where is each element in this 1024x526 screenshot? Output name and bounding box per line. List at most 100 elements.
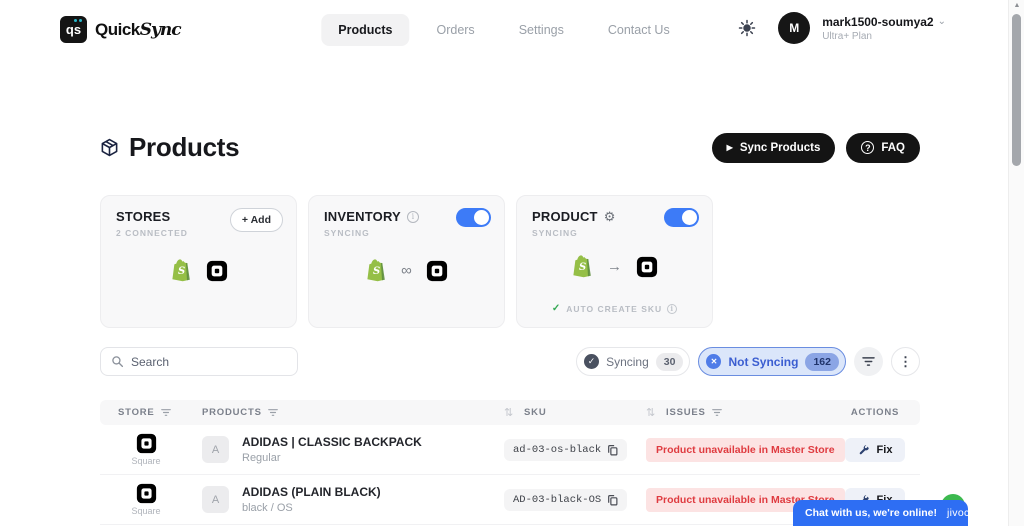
sku-cell: ad-03-os-black bbox=[504, 438, 646, 461]
search-input[interactable] bbox=[131, 354, 281, 369]
sku-cell: AD-03-black-OS bbox=[504, 488, 646, 511]
sku-value: AD-03-black-OS bbox=[513, 493, 602, 506]
page-title-row: Products ▶ Sync Products ? FAQ bbox=[100, 132, 920, 163]
stores-card-title: STORES bbox=[116, 209, 171, 224]
info-icon[interactable]: i bbox=[667, 303, 678, 314]
play-icon: ▶ bbox=[726, 143, 733, 152]
header-store[interactable]: STORE bbox=[100, 407, 202, 418]
nav-item-products[interactable]: Products bbox=[321, 14, 410, 46]
product-avatar: A bbox=[202, 436, 229, 463]
inventory-sync-toggle[interactable] bbox=[456, 208, 491, 227]
actions-cell: Fix bbox=[830, 437, 920, 462]
column-filter-icon[interactable] bbox=[711, 408, 722, 417]
sort-icon[interactable]: ⇅ bbox=[646, 407, 657, 419]
quicksync-logo[interactable]: qs QuickSync bbox=[60, 16, 182, 43]
faq-button[interactable]: ? FAQ bbox=[846, 132, 920, 163]
page-title: Products bbox=[129, 132, 240, 162]
sort-icon[interactable]: ⇅ bbox=[504, 407, 515, 419]
chat-widget: Chat with us, we're online! jivochat bbox=[793, 494, 985, 526]
auto-create-sku-label: AUTO CREATE SKU bbox=[566, 303, 663, 314]
not-syncing-count-badge: 162 bbox=[805, 352, 839, 371]
svg-text:S: S bbox=[373, 266, 380, 277]
product-variant: Regular bbox=[242, 452, 281, 464]
filter-syncing-pill[interactable]: ✓ Syncing 30 bbox=[576, 347, 691, 376]
sync-cards: STORES 2 CONNECTED + Add S bbox=[100, 195, 713, 328]
product-variant: black / OS bbox=[242, 502, 293, 514]
inventory-card-title: INVENTORY bbox=[324, 209, 401, 224]
fix-label: Fix bbox=[876, 443, 893, 456]
store-label: Square bbox=[131, 506, 161, 516]
user-menu[interactable]: mark1500-soumya2 ⌄ Ultra+ Plan bbox=[822, 15, 946, 42]
jivochat-brand: jivochat bbox=[947, 507, 986, 519]
page-scrollbar[interactable]: ▲ bbox=[1008, 0, 1024, 526]
top-bar: qs QuickSync Products Orders Settings Co… bbox=[0, 0, 1008, 60]
table-row[interactable]: Square A ADIDAS | CLASSIC BACKPACK Regul… bbox=[100, 425, 920, 475]
arrow-right-icon: → bbox=[607, 258, 622, 275]
logo-wordmark: QuickSync bbox=[95, 19, 182, 40]
square-icon bbox=[206, 260, 228, 282]
scrollbar-thumb[interactable] bbox=[1012, 14, 1021, 166]
header-products[interactable]: PRODUCTS bbox=[202, 407, 504, 418]
chat-message: Chat with us, we're online! bbox=[805, 507, 938, 519]
store-cell: Square bbox=[100, 483, 202, 516]
nav-item-orders[interactable]: Orders bbox=[436, 23, 475, 37]
copy-icon[interactable] bbox=[607, 444, 618, 456]
issues-cell: Product unavailable in Master Store bbox=[646, 437, 845, 462]
column-filter-icon[interactable] bbox=[267, 408, 278, 417]
chat-open-button[interactable]: Chat with us, we're online! jivochat bbox=[793, 500, 985, 526]
nav-item-contact-us[interactable]: Contact Us bbox=[607, 23, 670, 37]
user-plan: Ultra+ Plan bbox=[822, 30, 872, 42]
sync-products-label: Sync Products bbox=[739, 141, 821, 154]
chevron-down-icon: ⌄ bbox=[937, 16, 946, 27]
add-store-button[interactable]: + Add bbox=[229, 208, 283, 232]
header-issues[interactable]: ⇅ ISSUES bbox=[646, 406, 830, 419]
svg-text:S: S bbox=[579, 262, 586, 273]
store-label: Square bbox=[131, 456, 161, 466]
square-icon bbox=[136, 483, 157, 504]
x-circle-icon: ✕ bbox=[706, 354, 722, 369]
product-cell: A ADIDAS (PLAIN BLACK) black / OS bbox=[202, 485, 504, 514]
gear-icon[interactable]: ⚙ bbox=[603, 209, 616, 224]
header-sku[interactable]: ⇅ SKU bbox=[504, 407, 547, 419]
filter-lines-icon bbox=[862, 356, 875, 367]
filter-button[interactable] bbox=[854, 347, 883, 376]
product-sync-toggle[interactable] bbox=[664, 208, 699, 227]
svg-text:S: S bbox=[178, 266, 185, 277]
faq-label: FAQ bbox=[881, 141, 905, 154]
not-syncing-label: Not Syncing bbox=[728, 354, 799, 369]
more-options-button[interactable]: ⋮ bbox=[891, 347, 920, 376]
product-avatar: A bbox=[202, 486, 229, 513]
product-card-subtitle: SYNCING bbox=[532, 228, 578, 238]
main-nav: Products Orders Settings Contact Us bbox=[321, 14, 686, 46]
info-icon[interactable]: i bbox=[406, 210, 419, 223]
product-title: ADIDAS (PLAIN BLACK) bbox=[242, 485, 381, 499]
user-avatar[interactable]: M bbox=[778, 12, 811, 44]
column-filter-icon[interactable] bbox=[160, 408, 171, 417]
theme-toggle-sun-icon[interactable] bbox=[738, 19, 756, 37]
package-icon bbox=[100, 138, 119, 157]
fix-button[interactable]: Fix bbox=[844, 437, 906, 462]
user-name: mark1500-soumya2 bbox=[822, 14, 934, 29]
scroll-up-arrow-icon[interactable]: ▲ bbox=[1013, 2, 1021, 9]
inventory-card: INVENTORY i SYNCING S ∞ bbox=[308, 195, 505, 328]
logo-dots-icon bbox=[79, 19, 82, 22]
square-icon bbox=[136, 433, 157, 454]
logo-badge: qs bbox=[60, 16, 87, 43]
product-card: PRODUCT ⚙ SYNCING S → bbox=[516, 195, 713, 328]
filter-not-syncing-pill[interactable]: ✕ Not Syncing 162 bbox=[698, 347, 846, 376]
check-circle-icon: ✓ bbox=[584, 354, 600, 369]
search-box bbox=[100, 347, 298, 376]
nav-item-settings[interactable]: Settings bbox=[518, 23, 564, 37]
logo-text-bold: Quick bbox=[95, 19, 140, 39]
shopify-icon: S bbox=[170, 258, 192, 283]
search-icon bbox=[111, 355, 124, 368]
square-icon bbox=[426, 260, 448, 282]
store-cell: Square bbox=[100, 433, 202, 466]
product-title: ADIDAS | CLASSIC BACKPACK bbox=[242, 435, 422, 449]
title-actions: ▶ Sync Products ? FAQ bbox=[711, 132, 920, 163]
product-card-title: PRODUCT bbox=[532, 209, 598, 224]
stores-card-subtitle: 2 CONNECTED bbox=[116, 228, 188, 238]
sync-products-button[interactable]: ▶ Sync Products bbox=[711, 132, 836, 163]
copy-icon[interactable] bbox=[607, 494, 618, 506]
